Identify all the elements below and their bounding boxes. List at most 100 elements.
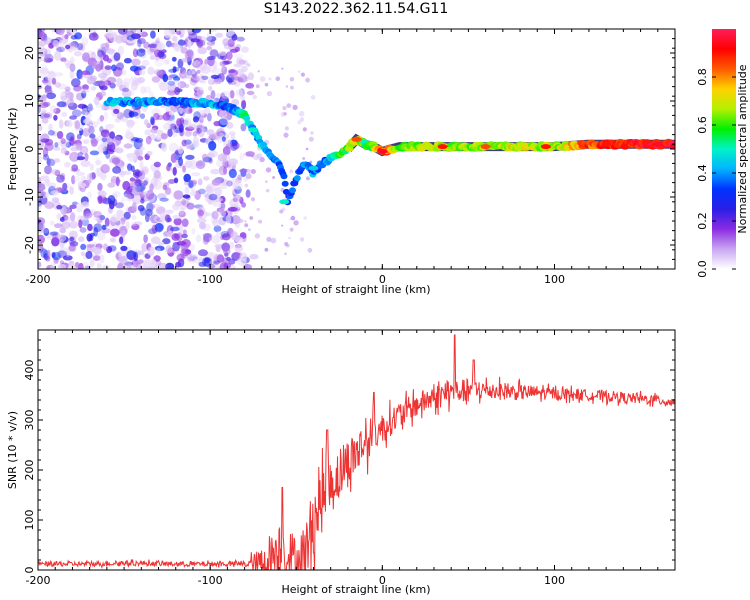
noise-blob: [41, 117, 49, 123]
noise-blob: [106, 29, 114, 39]
noise-blob: [66, 98, 75, 107]
noise-blob: [114, 221, 123, 229]
noise-blob: [300, 72, 305, 77]
noise-blob: [188, 108, 193, 114]
chart-title: S143.2022.362.11.54.G11: [263, 1, 449, 17]
noise-blob: [292, 104, 298, 111]
noise-blob: [162, 112, 171, 121]
noise-blob: [270, 237, 277, 244]
noise-blob: [46, 158, 56, 167]
noise-blob: [240, 123, 247, 132]
noise-blob: [180, 67, 186, 75]
noise-blob: [218, 203, 226, 209]
noise-blob: [68, 221, 79, 229]
noise-blob: [133, 79, 144, 84]
noise-blob: [249, 216, 254, 220]
noise-blob: [141, 242, 149, 252]
noise-blob: [221, 178, 229, 186]
snr-x-label: Height of straight line (km): [281, 583, 430, 596]
noise-blob: [80, 243, 87, 250]
noise-blob: [120, 117, 128, 123]
noise-blob: [197, 218, 207, 224]
noise-blob: [136, 48, 146, 57]
noise-blob: [116, 77, 123, 88]
noise-blob: [76, 142, 82, 151]
noise-blob: [106, 137, 114, 145]
noise-blob: [116, 62, 124, 71]
ridge-mark: [243, 115, 251, 122]
noise-blob: [272, 176, 275, 179]
noise-blob: [74, 32, 83, 40]
noise-blob: [299, 237, 305, 242]
noise-blob: [214, 243, 224, 248]
noise-blob: [49, 231, 59, 236]
noise-blob: [118, 45, 124, 56]
noise-blob: [167, 128, 173, 138]
noise-blob: [197, 209, 205, 217]
noise-blob: [233, 194, 242, 202]
noise-blob: [259, 76, 266, 82]
noise-blob: [195, 39, 206, 47]
noise-blob: [144, 129, 151, 136]
noise-blob: [87, 179, 92, 184]
noise-blob: [176, 30, 182, 35]
noise-blob: [95, 167, 100, 178]
noise-blob: [134, 178, 142, 187]
noise-blob: [152, 180, 163, 190]
noise-blob: [117, 213, 122, 219]
noise-blob: [141, 31, 148, 37]
noise-blob: [60, 138, 66, 145]
noise-blob: [57, 250, 67, 258]
noise-blob: [46, 249, 51, 260]
noise-blob: [163, 29, 172, 38]
noise-blob: [218, 51, 227, 56]
noise-blob: [123, 211, 131, 220]
noise-blob: [96, 167, 104, 178]
noise-blob: [122, 180, 131, 191]
noise-blob: [196, 69, 201, 74]
noise-blob: [76, 156, 86, 161]
noise-blob: [80, 251, 86, 257]
noise-blob: [181, 139, 188, 147]
noise-blob: [184, 186, 190, 194]
noise-blob: [250, 169, 256, 174]
spectrogram-noise: [38, 29, 316, 269]
noise-blob: [197, 89, 204, 95]
noise-blob: [228, 168, 237, 179]
colorbar-gradient: [712, 29, 736, 269]
noise-blob: [127, 89, 135, 97]
noise-blob: [168, 82, 176, 92]
noise-blob: [111, 236, 117, 243]
noise-blob: [144, 86, 152, 94]
ridge-hotspot: [540, 144, 551, 150]
noise-blob: [191, 74, 201, 81]
noise-blob: [87, 50, 93, 55]
noise-blob: [199, 111, 205, 121]
noise-blob: [284, 252, 287, 255]
noise-blob: [237, 218, 244, 223]
noise-blob: [194, 121, 203, 127]
noise-blob: [217, 136, 223, 144]
noise-blob: [289, 169, 294, 174]
noise-blob: [204, 58, 209, 65]
noise-blob: [110, 228, 120, 237]
noise-blob: [227, 230, 233, 235]
spectrogram-x-tick-label: 100: [544, 273, 565, 286]
noise-blob: [248, 72, 254, 81]
noise-blob: [172, 214, 181, 220]
noise-blob: [56, 101, 67, 108]
noise-blob: [305, 77, 310, 83]
noise-blob: [63, 138, 69, 147]
noise-blob: [53, 146, 61, 151]
noise-blob: [227, 206, 238, 212]
noise-blob: [240, 65, 248, 73]
noise-blob: [81, 201, 90, 208]
noise-blob: [162, 73, 169, 83]
noise-blob: [221, 62, 226, 72]
noise-blob: [208, 85, 213, 92]
noise-blob: [57, 234, 67, 242]
spectrogram-x-tick-label: 0: [379, 273, 386, 286]
noise-blob: [84, 112, 92, 119]
noise-blob: [233, 53, 244, 59]
noise-blob: [170, 226, 180, 232]
